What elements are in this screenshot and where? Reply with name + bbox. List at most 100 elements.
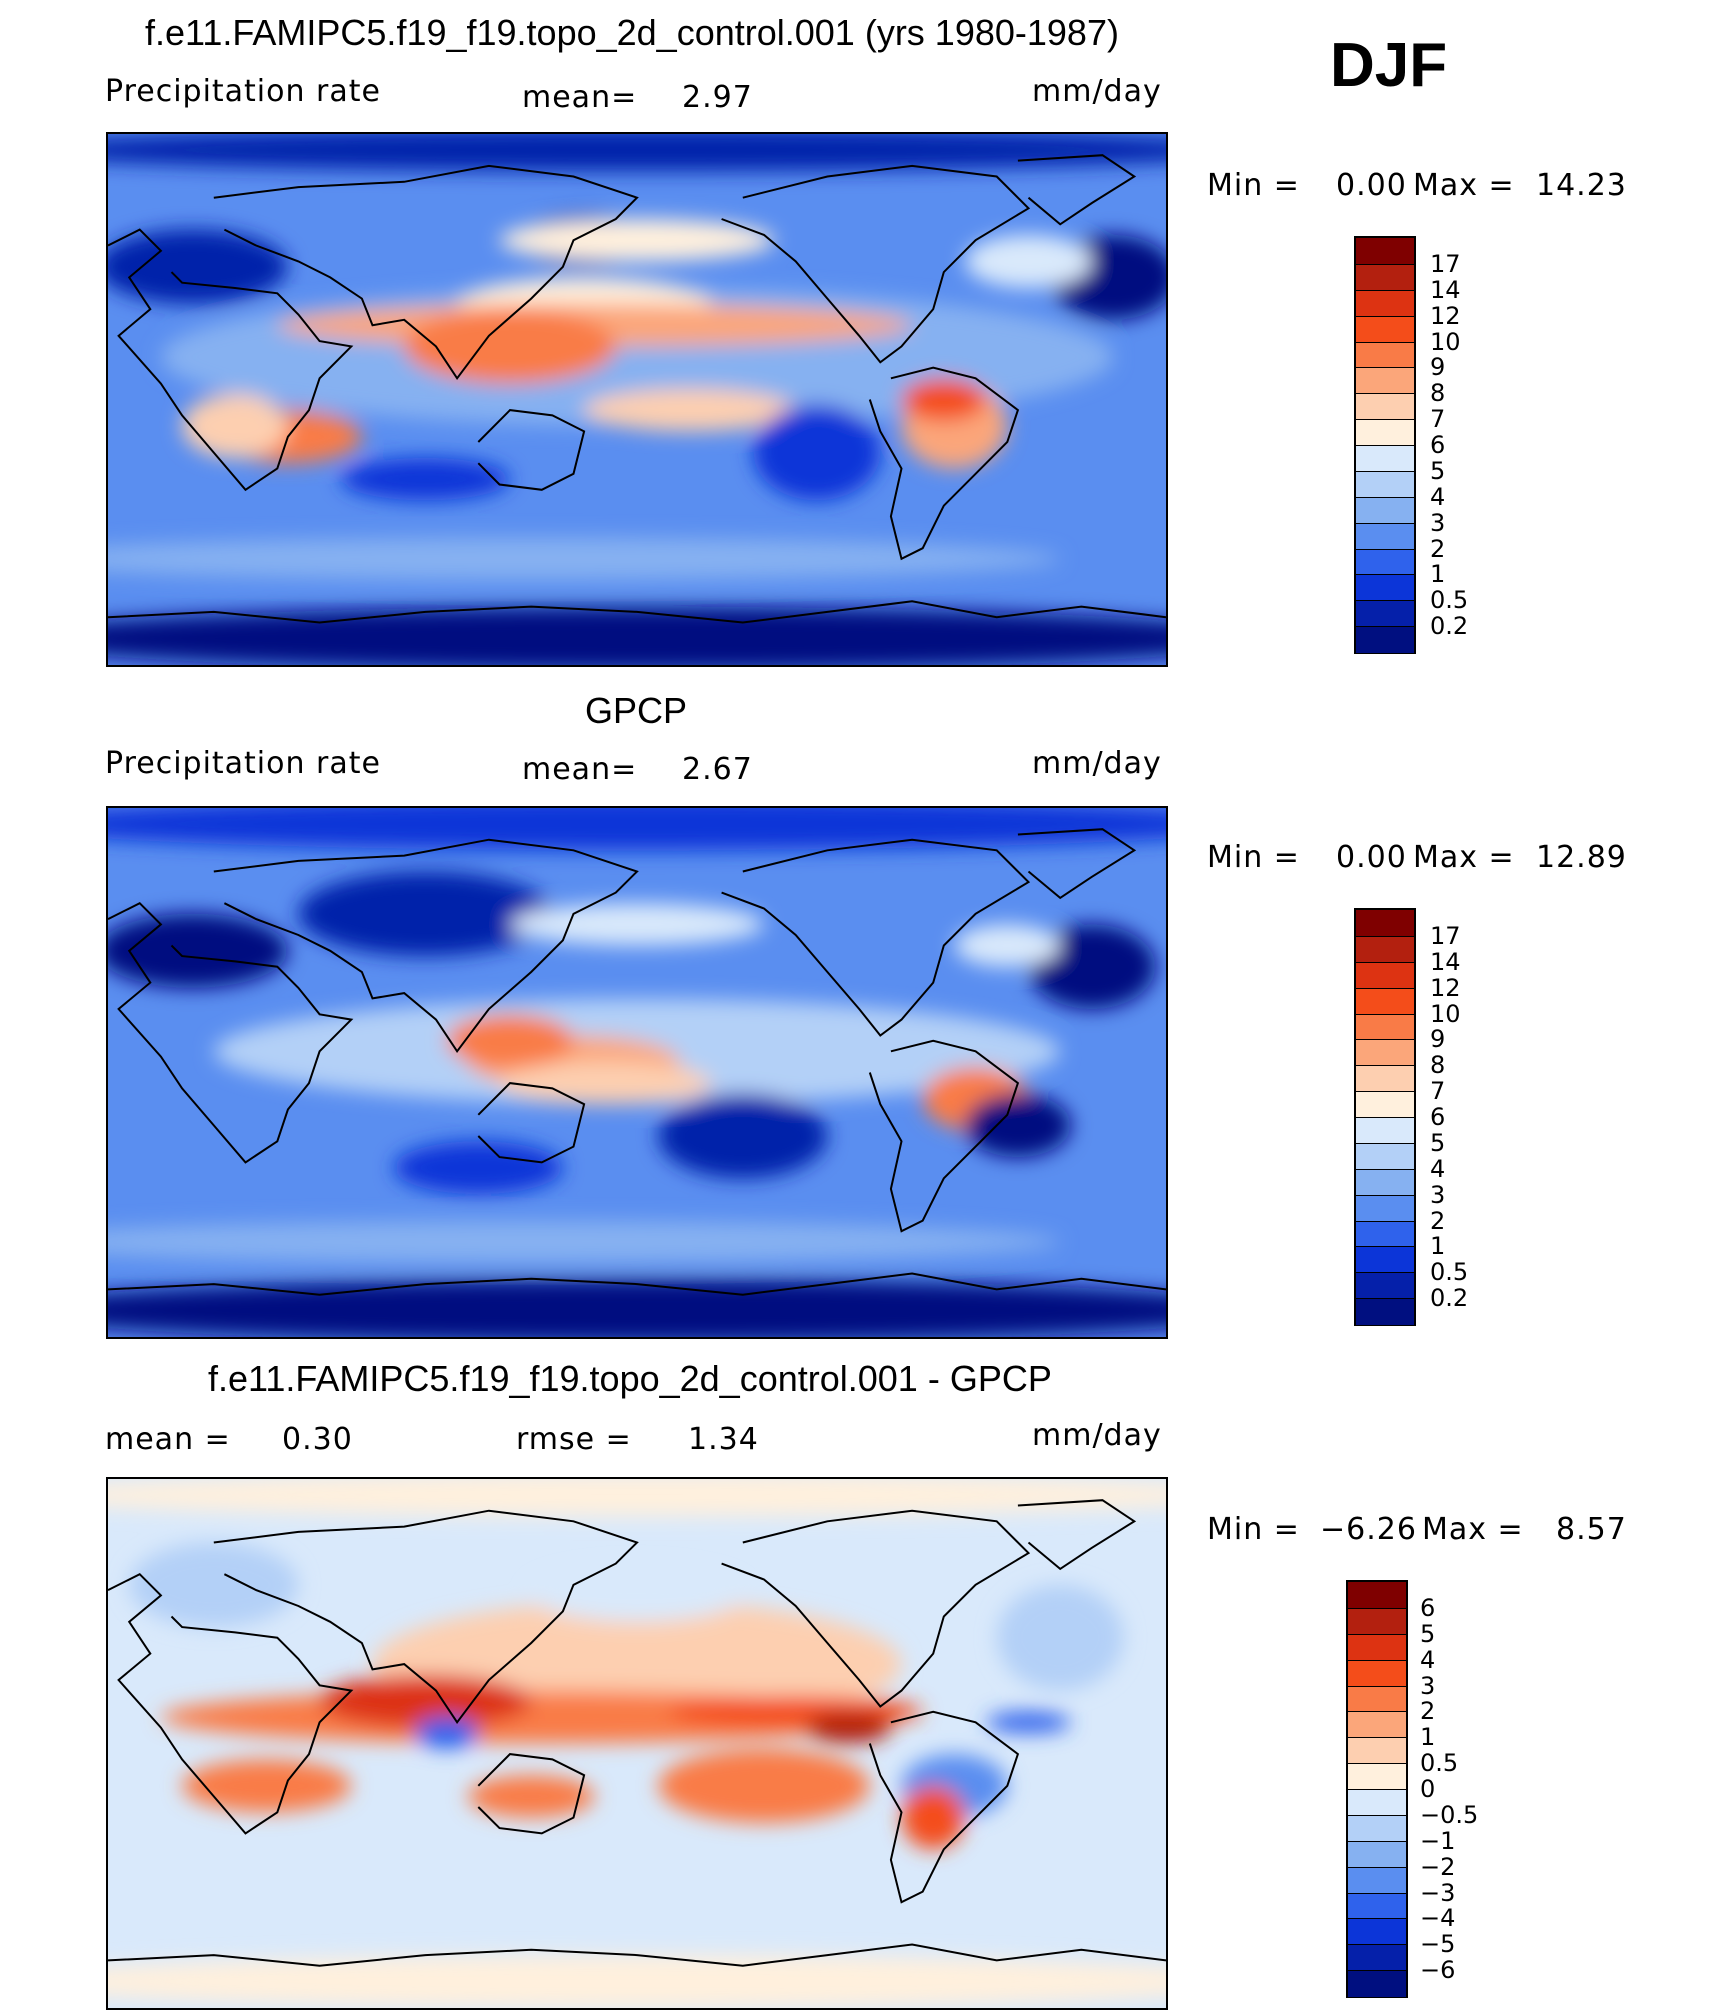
panel-2-mean-value: 2.67 xyxy=(682,752,753,787)
colorbar-swatch xyxy=(1356,1142,1414,1170)
field-region xyxy=(753,404,881,501)
colorbar-tick-label: 6 xyxy=(1430,431,1446,459)
colorbar-tick-label: 0.5 xyxy=(1430,1258,1469,1287)
colorbar-swatch xyxy=(1348,1685,1406,1712)
panel-3-max-label: Max = xyxy=(1422,1512,1524,1547)
coastline xyxy=(868,1710,1020,1904)
panel-2-title: GPCP xyxy=(585,690,688,731)
field-region xyxy=(964,234,1092,288)
colorbar-tick-label: 3 xyxy=(1420,1671,1436,1700)
panel-1-max-value: 14.23 xyxy=(1536,168,1627,203)
colorbar-tick-label: −2 xyxy=(1420,1852,1456,1881)
season-label: DJF xyxy=(1330,31,1448,100)
field-region xyxy=(658,1748,870,1823)
colorbar-tick-label: 8 xyxy=(1430,1051,1446,1080)
panel-3-min-label: Min = xyxy=(1207,1512,1300,1547)
colorbar-swatch xyxy=(1356,626,1414,653)
colorbar-tick-label: 12 xyxy=(1430,973,1461,1002)
field-region xyxy=(901,378,987,421)
colorbar-swatch xyxy=(1348,1737,1406,1764)
colorbar-swatch xyxy=(1348,1659,1406,1686)
field-region xyxy=(467,1775,595,1818)
colorbar-tick-label: 0.5 xyxy=(1430,586,1469,615)
colorbar-tick-label: −4 xyxy=(1420,1904,1456,1933)
coastline xyxy=(1017,154,1137,226)
coastline xyxy=(1017,828,1137,900)
coastline xyxy=(108,1272,1166,1296)
field-region xyxy=(108,1955,1166,2008)
panel-3-map xyxy=(106,1477,1168,2010)
colorbar-tick-label: 2 xyxy=(1430,534,1446,563)
colorbar-swatch xyxy=(1356,935,1414,963)
colorbar-swatch xyxy=(1348,1814,1406,1842)
panel-1-min-label: Min = xyxy=(1207,168,1300,203)
panel-1-min-value: 0.00 xyxy=(1336,168,1407,203)
field-region xyxy=(108,913,288,988)
colorbar-swatch xyxy=(1356,600,1414,627)
field-region xyxy=(298,871,553,957)
colorbar-tick-label: 6 xyxy=(1430,1103,1446,1131)
panel-2-field xyxy=(108,808,1166,1337)
panel-1-variable: Precipitation rate xyxy=(105,74,381,109)
colorbar-tick-label: 7 xyxy=(1430,405,1446,434)
panel-3-units: mm/day xyxy=(1032,1418,1162,1453)
colorbar-swatch xyxy=(1356,1272,1414,1299)
field-region xyxy=(986,1711,1071,1733)
colorbar-swatch xyxy=(1348,1944,1406,1971)
panel-1-title: f.e11.FAMIPC5.f19_f19.topo_2d_control.00… xyxy=(145,12,1119,53)
colorbar-swatch xyxy=(1356,987,1414,1014)
panel-3-min-value: −6.26 xyxy=(1320,1512,1417,1547)
field-region xyxy=(446,1014,574,1068)
colorbar-swatch xyxy=(1356,289,1414,317)
coastline xyxy=(1017,1499,1137,1571)
colorbar-tick-label: 6 xyxy=(1420,1593,1436,1622)
panel-2-min-label: Min = xyxy=(1207,840,1300,875)
coastline xyxy=(477,409,586,491)
panel-3-title: f.e11.FAMIPC5.f19_f19.topo_2d_control.00… xyxy=(208,1358,1052,1399)
panel-3-rmse-label: rmse = xyxy=(516,1422,632,1457)
panel-3-mean-label: mean = xyxy=(105,1422,231,1457)
panel-1-colorbar xyxy=(1354,236,1416,654)
panel-2-colorbar xyxy=(1354,908,1416,1326)
colorbar-tick-label: 4 xyxy=(1430,482,1446,511)
field-region xyxy=(340,457,511,501)
colorbar-swatch xyxy=(1356,1246,1414,1273)
colorbar-tick-label: 1 xyxy=(1420,1723,1436,1752)
colorbar-tick-label: 12 xyxy=(1430,301,1461,330)
panel-3-max-value: 8.57 xyxy=(1556,1512,1627,1547)
coastline xyxy=(213,164,639,381)
colorbar-tick-label: 3 xyxy=(1430,508,1446,537)
colorbar-swatch xyxy=(1356,496,1414,524)
field-region xyxy=(108,537,1061,581)
field-region xyxy=(129,1542,299,1628)
field-region xyxy=(510,903,764,946)
coastline xyxy=(108,600,1166,624)
colorbar-swatch xyxy=(1348,1918,1406,1945)
colorbar-swatch xyxy=(1356,1298,1414,1325)
panel-3-rmse-value: 1.34 xyxy=(688,1422,759,1457)
colorbar-tick-label: 4 xyxy=(1420,1645,1436,1674)
colorbar-tick-label: 2 xyxy=(1420,1697,1436,1726)
colorbar-swatch xyxy=(1356,1091,1414,1118)
colorbar-tick-label: −5 xyxy=(1420,1930,1456,1959)
coastline xyxy=(477,1082,586,1164)
colorbar-tick-label: 17 xyxy=(1430,249,1461,278)
panel-2-max-label: Max = xyxy=(1413,840,1515,875)
colorbar-swatch xyxy=(1356,548,1414,575)
field-region xyxy=(108,134,1166,172)
coastline xyxy=(213,838,639,1054)
colorbar-swatch xyxy=(1356,470,1414,498)
colorbar-swatch xyxy=(1356,522,1414,549)
colorbar-swatch xyxy=(1356,238,1414,265)
colorbar-tick-label: 7 xyxy=(1430,1077,1446,1106)
field-region xyxy=(319,1674,532,1728)
colorbar-swatch xyxy=(1356,1168,1414,1196)
colorbar-tick-label: 5 xyxy=(1430,456,1446,485)
colorbar-tick-label: 3 xyxy=(1430,1180,1446,1209)
colorbar-tick-label: 10 xyxy=(1430,327,1461,356)
coastline xyxy=(108,901,354,1164)
colorbar-tick-label: 2 xyxy=(1430,1206,1446,1235)
colorbar-tick-label: 10 xyxy=(1430,999,1461,1028)
colorbar-swatch xyxy=(1356,445,1414,472)
colorbar-swatch xyxy=(1356,1039,1414,1066)
